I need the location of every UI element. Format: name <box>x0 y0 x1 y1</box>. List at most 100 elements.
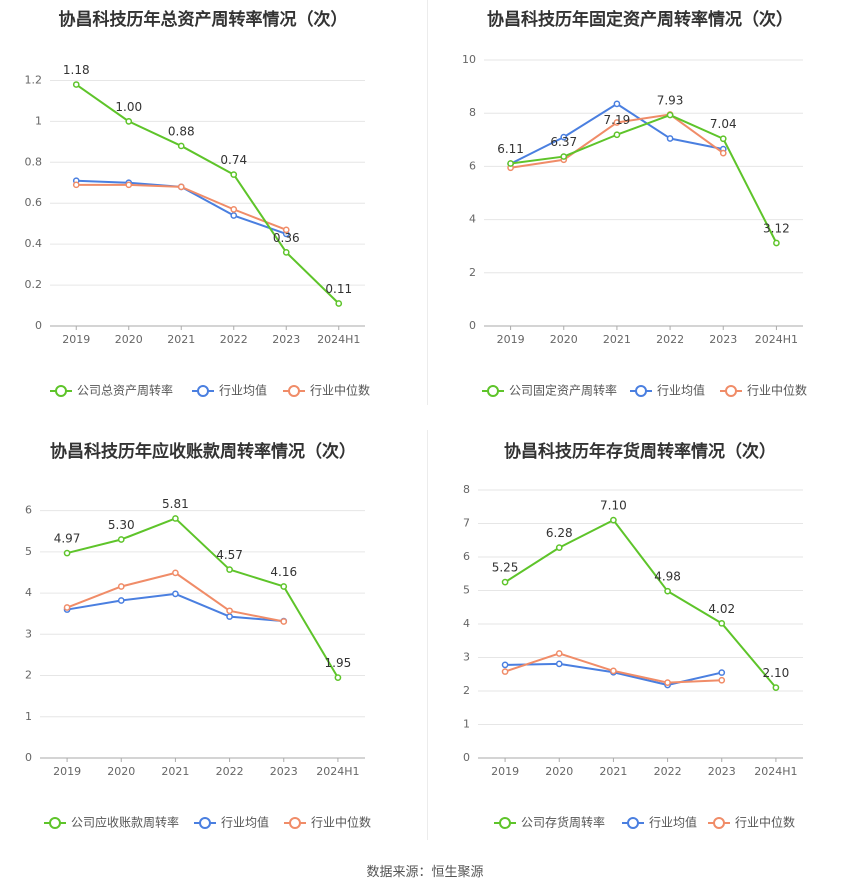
chart3-series-median-point <box>280 618 288 625</box>
chart2-ytick-label: 2 <box>469 266 476 279</box>
chart1-xtick-label: 2022 <box>220 333 248 346</box>
chart3-legend-swatch-marker <box>289 817 301 829</box>
chart3-data-label: 5.81 <box>162 497 189 511</box>
chart4-legend-swatch-marker <box>499 817 511 829</box>
chart2-series-company-point <box>560 153 568 160</box>
chart1-legend-swatch-marker <box>197 385 209 397</box>
chart3-series-company-point <box>117 536 125 543</box>
chart3-legend-label: 行业均值 <box>221 815 269 830</box>
chart2-series-company-point <box>613 131 621 139</box>
chart2-ytick-label: 6 <box>469 159 476 172</box>
chart4-ytick-label: 3 <box>463 651 470 664</box>
chart4-xtick-label: 2022 <box>654 765 682 778</box>
chart4-xtick-label: 2019 <box>491 765 519 778</box>
chart4-ytick-label: 6 <box>463 550 470 563</box>
chart3-series-company-point <box>172 515 179 522</box>
chart2-series-median-point <box>719 149 727 157</box>
data-source: 数据来源：恒生聚源 <box>0 861 850 880</box>
chart1-legend-label: 行业中位数 <box>310 383 370 398</box>
chart3-data-label: 4.16 <box>270 565 297 579</box>
chart1-xtick-label: 2019 <box>62 333 90 346</box>
chart1-series-company-point <box>72 81 80 88</box>
chart2-series-company-point <box>719 135 727 143</box>
chart4-title: 协昌科技历年存货周转率情况（次） <box>504 441 776 462</box>
panel-divider-vertical-top <box>427 0 428 405</box>
chart2-ytick-label: 4 <box>469 213 476 226</box>
chart3-data-label: 1.95 <box>325 656 352 670</box>
chart4-series-company-point <box>772 684 780 692</box>
chart1-legend-swatch-marker <box>55 385 67 397</box>
chart3-data-label: 4.97 <box>54 532 81 546</box>
chart2-legend-swatch-marker <box>487 385 499 397</box>
chart1-series-company-point <box>177 142 185 150</box>
chart4-ytick-label: 7 <box>463 517 470 530</box>
chart3-series-avg-point <box>117 597 125 604</box>
chart1-data-label: 1.18 <box>63 63 90 77</box>
chart1-data-label: 0.11 <box>325 282 352 296</box>
chart3-legend-swatch-marker <box>199 817 211 829</box>
chart4-series-median-point <box>718 676 726 684</box>
chart4-data-label: 6.28 <box>546 526 573 540</box>
chart2-series-avg-point <box>560 133 568 141</box>
chart1-series-median-point <box>282 226 290 234</box>
chart3-xtick-label: 2022 <box>216 765 244 778</box>
chart2-xtick-label: 2022 <box>656 333 684 346</box>
chart3-series-median-point <box>63 604 71 611</box>
chart2-xtick-label: 2021 <box>603 333 631 346</box>
chart3-series-avg-point <box>172 590 179 598</box>
chart1-title: 协昌科技历年总资产周转率情况（次） <box>59 9 348 30</box>
chart4-xtick-label: 2023 <box>708 765 736 778</box>
chart2-data-label: 7.93 <box>657 94 684 108</box>
chart1-xtick-label: 2023 <box>272 333 300 346</box>
chart4-series-company-point <box>664 587 671 595</box>
chart4-ytick-label: 5 <box>463 584 470 597</box>
chart3-ytick-label: 6 <box>25 504 32 517</box>
chart2-legend-swatch-marker <box>635 385 647 397</box>
chart4-series-company-point <box>718 619 726 627</box>
chart4-series-avg-point <box>718 669 726 676</box>
chart2-title: 协昌科技历年固定资产周转率情况（次） <box>487 9 793 30</box>
chart1-legend-label: 公司总资产周转率 <box>77 383 173 398</box>
chart1-series-company-point <box>282 248 290 256</box>
panel-divider-vertical-bottom <box>427 430 428 840</box>
chart4-data-label: 4.02 <box>708 602 735 616</box>
chart4-series-median-point <box>610 667 617 675</box>
chart3-series-median-point <box>117 583 125 590</box>
chart1-legend-swatch-marker <box>288 385 300 397</box>
chart2-series-company-line <box>510 114 778 244</box>
chart4-legend-label: 行业均值 <box>649 815 697 830</box>
chart4-legend-label: 行业中位数 <box>735 815 795 830</box>
chart4-series-avg-point <box>501 661 509 669</box>
chart2-ytick-label: 0 <box>469 319 476 332</box>
chart3-ytick-label: 5 <box>25 545 32 558</box>
chart3-title: 协昌科技历年应收账款周转率情况（次） <box>50 441 356 462</box>
chart2-ytick-label: 10 <box>462 53 476 66</box>
chart4-xtick-label: 2024H1 <box>754 765 797 778</box>
chart2-series-company-point <box>773 239 780 247</box>
chart4-ytick-label: 0 <box>463 751 470 764</box>
chart1-ytick-label: 1 <box>35 114 42 127</box>
chart1-ytick-label: 0.6 <box>25 196 43 209</box>
chart1-xtick-label: 2020 <box>115 333 143 346</box>
chart1-data-label: 0.74 <box>220 153 247 167</box>
chart3-ytick-label: 3 <box>25 627 32 640</box>
chart3-ytick-label: 1 <box>25 710 32 723</box>
chart4-series-median-point <box>555 650 563 657</box>
chart3-series-avg-point <box>226 613 233 620</box>
chart1-series-company-point <box>230 171 238 178</box>
chart3-series-company-point <box>63 549 71 557</box>
chart1-series-avg-point <box>230 212 238 219</box>
chart1-series-company-line <box>75 83 340 305</box>
chart3-xtick-label: 2020 <box>107 765 135 778</box>
chart3-series-avg-line <box>66 592 284 623</box>
chart3-data-label: 5.30 <box>108 518 135 532</box>
chart3-series-company-point <box>226 566 233 573</box>
chart4-series-company-point <box>501 578 509 586</box>
chart4-data-label: 7.10 <box>600 499 627 513</box>
chart4-ytick-label: 8 <box>463 483 470 496</box>
chart1-ytick-label: 0.8 <box>25 155 43 168</box>
chart3-series-company-line <box>66 517 339 679</box>
chart1-ytick-label: 1.2 <box>25 73 43 86</box>
chart4-ytick-label: 2 <box>463 684 470 697</box>
chart4-series-company-point <box>555 544 563 551</box>
